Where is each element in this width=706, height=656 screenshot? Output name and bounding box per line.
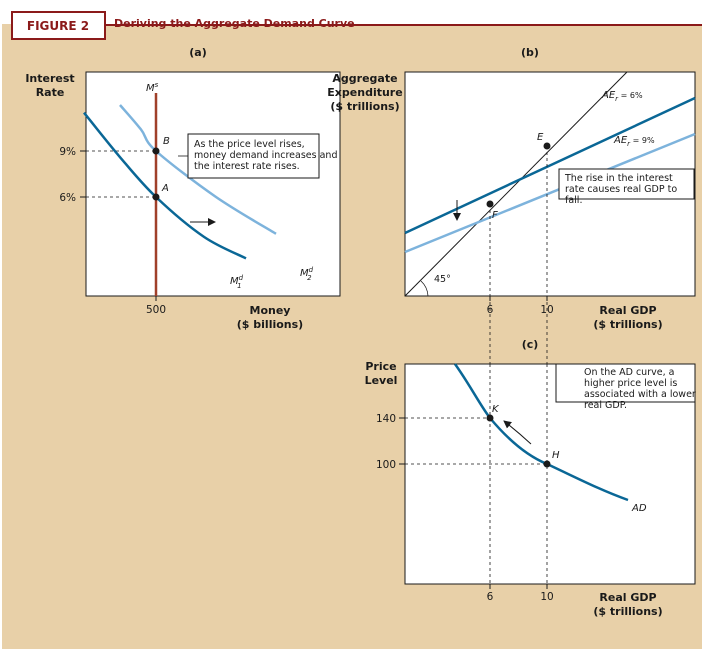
panel-b-ae9-label: AEr = 9% — [613, 135, 655, 148]
panel-b-ylabel-line2: Expenditure — [327, 86, 402, 99]
panel-b-point-e — [543, 142, 551, 150]
panel-c-xtick-label: 10 — [540, 591, 553, 603]
panel-c-movement-arrow — [503, 420, 532, 445]
panel-a-point-label-a: A — [161, 183, 169, 194]
panel-b-annotation-box — [558, 168, 695, 200]
panel-a-xlabel-line2: ($ billions) — [237, 318, 303, 331]
panel-c-ylabel-line1: Price — [365, 360, 396, 373]
panel-c-xlabel-line1: Real GDP — [599, 591, 656, 604]
panel-a-point-label-b: B — [163, 136, 170, 147]
panel-c-ad-curve — [453, 363, 629, 502]
panel-c-annotation: On the AD curve, a higher price level is a… — [584, 367, 696, 411]
panel-a-ylabel-line2: Rate — [36, 86, 65, 99]
panel-b-xlabel-line2: ($ trillions) — [593, 318, 662, 331]
panel-c-point-label-h: H — [552, 450, 560, 461]
panel-c-point-label-k: K — [492, 404, 500, 415]
panel-a-ms-label: Ms — [146, 81, 159, 94]
panel-c-point-h — [543, 460, 551, 468]
panel-b-point-label-f: F — [492, 210, 498, 221]
panel-b-annotation: The rise in the interest rate causes real… — [564, 173, 677, 206]
panel-a-ylabel-line1: Interest — [25, 72, 74, 85]
panel-b-point-f — [486, 200, 494, 208]
panel-a-xtick-label: 500 — [146, 304, 166, 316]
panel-b-ylabel-line3: ($ trillions) — [330, 100, 399, 113]
panel-a-point-a — [152, 193, 160, 201]
panel-a-letter: (a) — [189, 46, 206, 59]
panel-a-annotation-box — [187, 133, 320, 179]
panel-c-xlabel-line2: ($ trillions) — [593, 605, 662, 618]
panel-c-ytick-label: 100 — [376, 459, 396, 471]
panel-c: Price Level Real GDP ($ trillions) AD 140… — [365, 360, 696, 618]
panel-b-point-label-e: E — [537, 132, 544, 143]
figure-title: Deriving the Aggregate Demand Curve — [114, 17, 355, 30]
panel-a-point-b — [152, 147, 160, 155]
panel-c-xtick-label: 6 — [487, 591, 494, 603]
panel-b: Aggregate Expenditure ($ trillions) Real… — [327, 71, 696, 331]
panel-b-xlabel-line1: Real GDP — [599, 304, 656, 317]
panel-b-ae6-line — [404, 96, 696, 235]
panel-a-ytick-label: 9% — [59, 146, 76, 158]
panel-a-ytick-label: 6% — [59, 192, 76, 204]
panel-c-ad-label: AD — [631, 503, 647, 514]
panel-c-point-k — [486, 414, 494, 422]
panel-b-letter: (b) — [521, 46, 539, 59]
panel-a: Interest Rate Money ($ billions) 9% 6% 500… — [25, 71, 341, 331]
panel-c-letter: (c) — [522, 338, 539, 351]
figure-number-box — [11, 11, 106, 40]
panel-b-ae6-label: AEr = 6% — [601, 90, 643, 103]
panel-a-m2d-label: Md 2 — [300, 266, 314, 282]
panel-b-ylabel-line1: Aggregate — [332, 72, 397, 85]
panel-b-45-label: 45° — [434, 274, 451, 285]
panel-c-ytick-label: 140 — [376, 413, 396, 425]
panel-b-45-line — [404, 71, 628, 297]
figure-number: FIGURE 2 — [27, 19, 89, 33]
panel-a-xlabel-line1: Money — [250, 304, 291, 317]
panel-a-plot-area — [85, 71, 341, 297]
panel-b-45-arc — [420, 280, 429, 297]
panel-c-ylabel-line2: Level — [365, 374, 398, 387]
panel-b-ae9-line — [404, 132, 696, 254]
panel-a-annotation: As the price level rises, money demand in… — [194, 139, 337, 172]
panel-c-annotation-box — [555, 363, 696, 403]
panel-a-m1d-label: Md 1 — [230, 274, 244, 290]
